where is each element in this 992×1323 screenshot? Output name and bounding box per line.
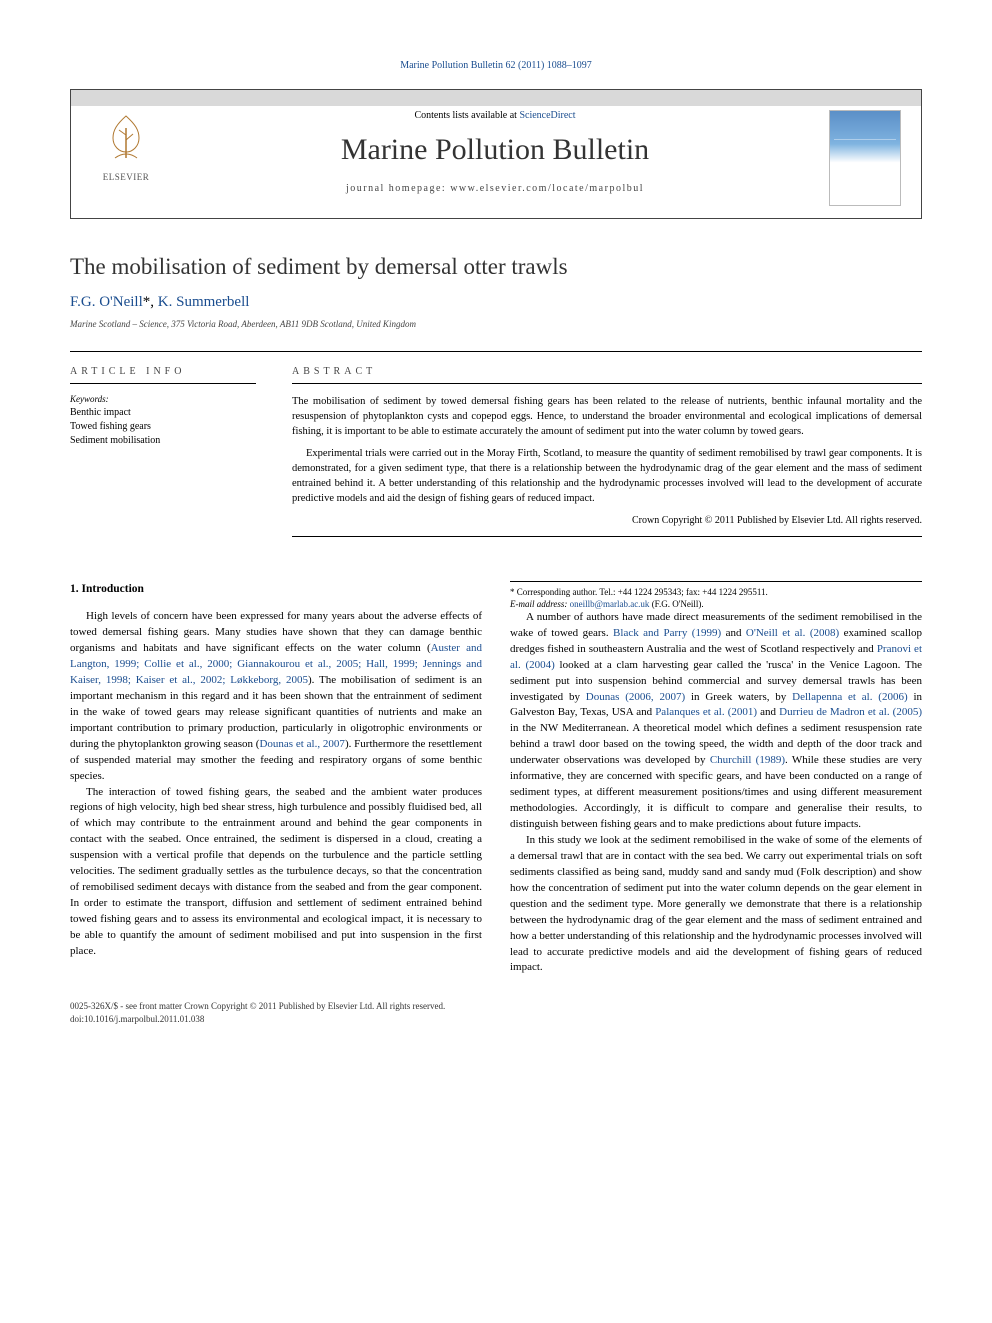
info-rule — [70, 383, 256, 384]
article-title: The mobilisation of sediment by demersal… — [70, 254, 922, 280]
author-1[interactable]: F.G. O'Neill — [70, 294, 143, 310]
abstract-column: ABSTRACT The mobilisation of sediment by… — [270, 352, 922, 551]
citation-link[interactable]: Marine Pollution Bulletin 62 (2011) 1088… — [400, 60, 592, 71]
keyword-2: Towed fishing gears — [70, 420, 256, 434]
page-footer: 0025-326X/$ - see front matter Crown Cop… — [70, 1000, 922, 1025]
journal-homepage: journal homepage: www.elsevier.com/locat… — [176, 183, 814, 194]
section-1-heading: 1. Introduction — [70, 581, 482, 598]
author-2[interactable]: K. Summerbell — [158, 294, 250, 310]
elsevier-brand-text: ELSEVIER — [91, 172, 161, 182]
elsevier-logo: ELSEVIER — [91, 110, 161, 182]
contents-prefix: Contents lists available at — [414, 110, 519, 121]
footer-line-2: doi:10.1016/j.marpolbul.2011.01.038 — [70, 1013, 922, 1026]
body-p2: The interaction of towed fishing gears, … — [70, 785, 482, 960]
ref-palanques[interactable]: Palanques et al. (2001) — [655, 706, 757, 718]
abstract-rule-bottom — [292, 536, 922, 537]
ref-black-parry[interactable]: Black and Parry (1999) — [613, 627, 721, 639]
ref-dounas-0607[interactable]: Dounas (2006, 2007) — [586, 691, 685, 703]
footer-line-1: 0025-326X/$ - see front matter Crown Cop… — [70, 1000, 922, 1013]
footnote-email-line: E-mail address: oneillb@marlab.ac.uk (F.… — [510, 598, 922, 610]
keyword-1: Benthic impact — [70, 406, 256, 420]
authors-line: F.G. O'Neill*, K. Summerbell — [70, 294, 922, 311]
body-p4: In this study we look at the sediment re… — [510, 833, 922, 976]
affiliation: Marine Scotland – Science, 375 Victoria … — [70, 319, 922, 329]
ref-oneill-2008[interactable]: O'Neill et al. (2008) — [746, 627, 839, 639]
article-info-column: ARTICLE INFO Keywords: Benthic impact To… — [70, 352, 270, 551]
author-sep: , — [150, 294, 158, 310]
keyword-3: Sediment mobilisation — [70, 434, 256, 448]
info-abstract-block: ARTICLE INFO Keywords: Benthic impact To… — [70, 351, 922, 551]
journal-banner: ELSEVIER Contents lists available at Sci… — [70, 89, 922, 219]
body-p1-a: High levels of concern have been express… — [70, 610, 482, 654]
contents-available-line: Contents lists available at ScienceDirec… — [176, 110, 814, 121]
footnote-email-label: E-mail address: — [510, 599, 570, 609]
abstract-rule-top — [292, 383, 922, 384]
footnote-email[interactable]: oneillb@marlab.ac.uk — [570, 599, 650, 609]
sciencedirect-link[interactable]: ScienceDirect — [519, 110, 575, 121]
homepage-url: www.elsevier.com/locate/marpolbul — [450, 183, 644, 194]
abstract-p2: Experimental trials were carried out in … — [292, 446, 922, 507]
footnote-corr: * Corresponding author. Tel.: +44 1224 2… — [510, 586, 922, 598]
banner-top-bar — [71, 90, 921, 106]
ref-dellapenna[interactable]: Dellapenna et al. (2006) — [792, 691, 908, 703]
footnote-email-suffix: (F.G. O'Neill). — [649, 599, 703, 609]
abstract-copyright: Crown Copyright © 2011 Published by Else… — [292, 515, 922, 526]
body-p3-g: and — [757, 706, 779, 718]
corresponding-footnote: * Corresponding author. Tel.: +44 1224 2… — [510, 581, 922, 610]
journal-name: Marine Pollution Bulletin — [176, 133, 814, 167]
elsevier-tree-icon — [97, 110, 155, 168]
keywords-label: Keywords: — [70, 394, 256, 404]
article-info-heading: ARTICLE INFO — [70, 366, 256, 377]
ref-churchill[interactable]: Churchill (1989) — [710, 754, 785, 766]
header-citation: Marine Pollution Bulletin 62 (2011) 1088… — [70, 60, 922, 71]
abstract-p1: The mobilisation of sediment by towed de… — [292, 394, 922, 440]
body-p3: A number of authors have made direct mea… — [510, 610, 922, 833]
abstract-heading: ABSTRACT — [292, 366, 922, 377]
body-p3-b: and — [721, 627, 746, 639]
ref-durrieu[interactable]: Durrieu de Madron et al. (2005) — [779, 706, 922, 718]
body-p3-e: in Greek waters, by — [685, 691, 792, 703]
journal-cover-thumbnail — [829, 110, 901, 206]
abstract-text: The mobilisation of sediment by towed de… — [292, 394, 922, 507]
body-text: 1. Introduction High levels of concern h… — [70, 581, 922, 977]
ref-dounas-2007[interactable]: Dounas et al., 2007 — [259, 738, 344, 750]
body-p1: High levels of concern have been express… — [70, 609, 482, 784]
homepage-prefix: journal homepage: — [346, 183, 450, 194]
